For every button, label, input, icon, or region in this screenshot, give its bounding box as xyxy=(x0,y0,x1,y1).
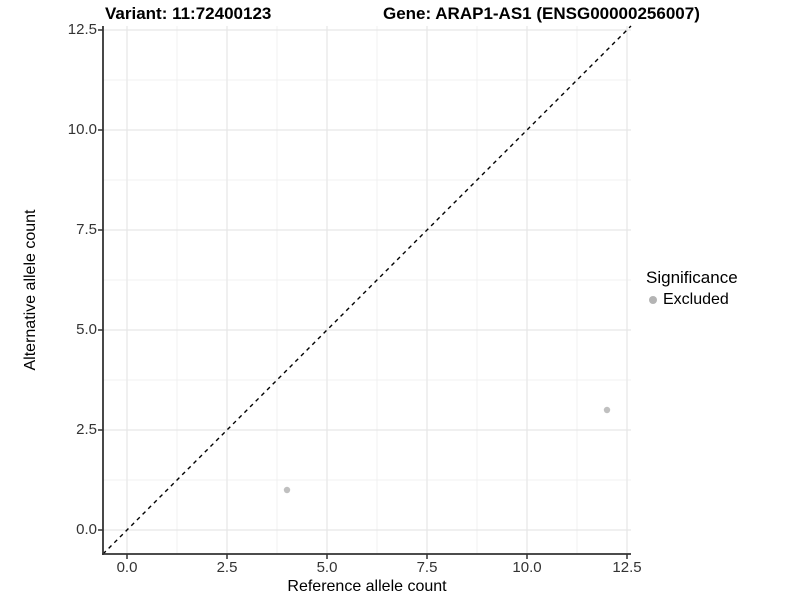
data-point xyxy=(283,486,291,494)
identity-reference-line xyxy=(102,25,632,555)
data-point xyxy=(603,406,611,414)
x-tick-label: 2.5 xyxy=(216,559,238,576)
y-tick-label: 10.0 xyxy=(67,121,97,138)
legend: Significance Excluded xyxy=(646,268,738,309)
x-tick-label: 10.0 xyxy=(512,559,542,576)
x-axis-title: Reference allele count xyxy=(287,578,447,595)
legend-item-label: Excluded xyxy=(663,291,729,308)
y-tick-label: 12.5 xyxy=(67,21,97,38)
plot-title-variant: Variant: 11:72400123 xyxy=(105,4,272,23)
legend-item-excluded: Excluded xyxy=(646,291,738,309)
x-tick-label: 12.5 xyxy=(612,559,642,576)
y-tick-label: 0.0 xyxy=(76,521,97,538)
plot-title-gene: Gene: ARAP1-AS1 (ENSG00000256007) xyxy=(383,4,700,23)
legend-title: Significance xyxy=(646,268,738,287)
x-tick-label: 7.5 xyxy=(416,559,438,576)
x-tick-label: 5.0 xyxy=(316,559,338,576)
excluded-point-icon xyxy=(649,296,657,304)
y-tick-label: 7.5 xyxy=(76,221,97,238)
y-tick-label: 2.5 xyxy=(76,421,97,438)
x-tick-label: 0.0 xyxy=(116,559,138,576)
y-tick-label: 5.0 xyxy=(76,321,97,338)
